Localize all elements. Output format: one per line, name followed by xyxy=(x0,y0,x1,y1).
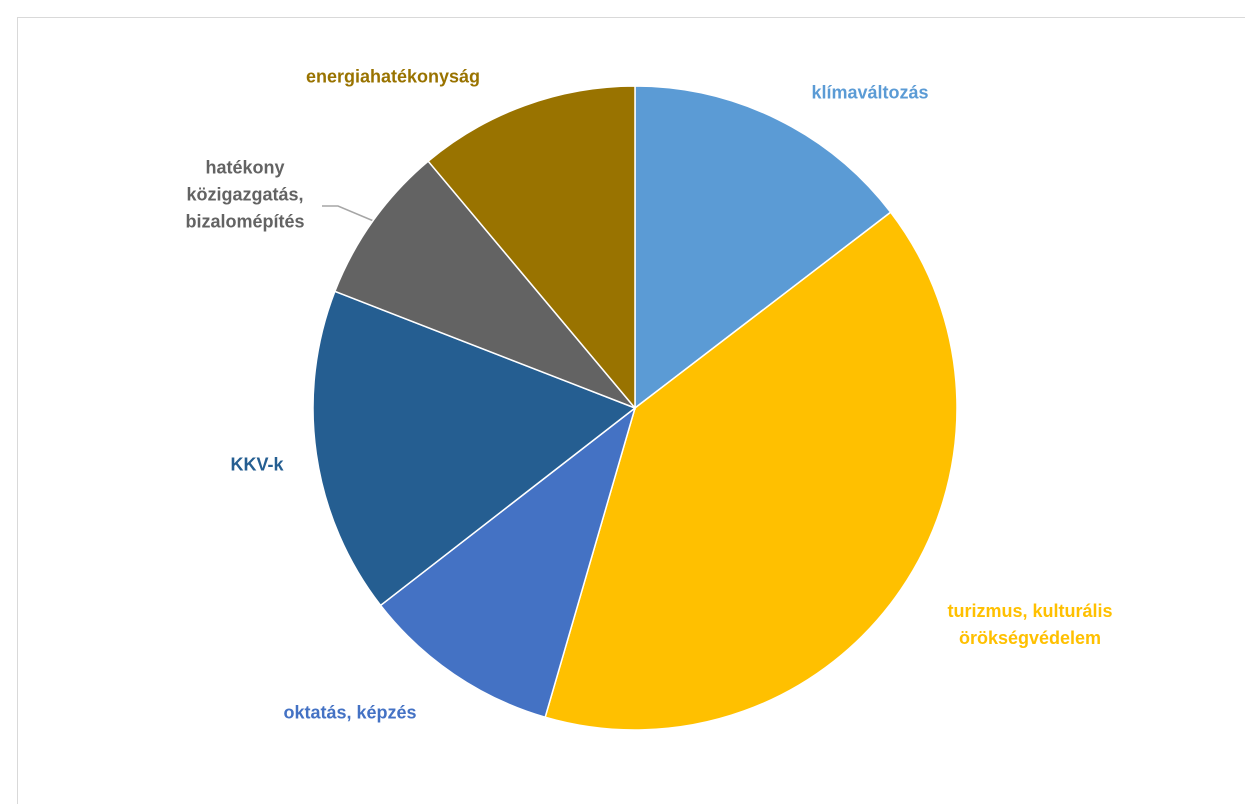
slice-label: oktatás, képzés xyxy=(283,702,417,723)
chart-frame xyxy=(17,17,1245,804)
pie-slice xyxy=(379,405,637,719)
pie-slice xyxy=(634,85,892,410)
slice-label: klímaváltozás xyxy=(811,82,929,103)
slice-label: hatékony közigazgatás, bizalomépítés xyxy=(185,157,305,232)
pie-slice xyxy=(427,85,636,411)
slice-label: KKV-k xyxy=(230,454,284,475)
pie-slice xyxy=(333,160,636,409)
slice-label: energiahatékonyság xyxy=(305,66,481,87)
pie-slice xyxy=(312,290,637,607)
slice-label: turizmus, kulturális örökségvédelem xyxy=(947,601,1113,648)
pie-slice xyxy=(544,211,958,731)
leader-line xyxy=(322,205,377,223)
